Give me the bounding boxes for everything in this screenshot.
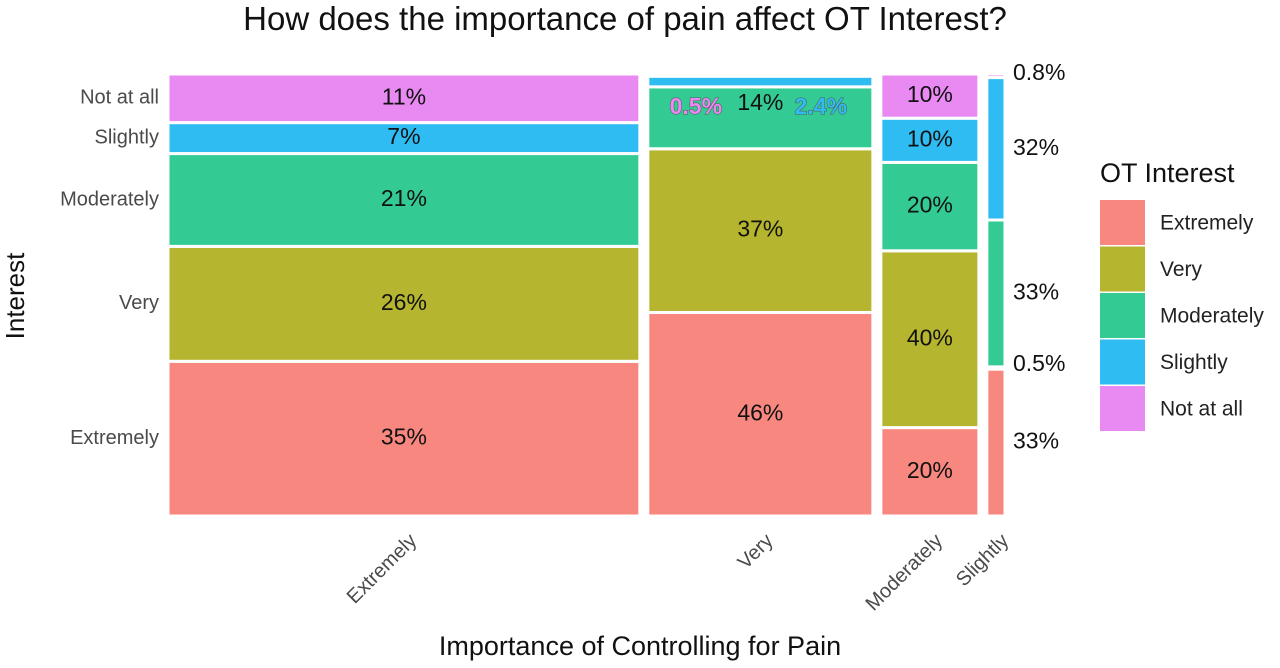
cell-labels: 35% 26% 21% 7% 11% 46% 37% 14% 0.5% 2.4% 20% 40% 20%… bbox=[381, 59, 1066, 483]
mosaic-cell-moderately-slightly bbox=[879, 116, 981, 164]
mosaic-cell-extremely-slightly bbox=[166, 121, 642, 156]
data-label: 7% bbox=[387, 123, 420, 149]
mosaic-cell-extremely-extremely bbox=[166, 359, 642, 518]
mosaic-column-very bbox=[646, 72, 875, 518]
legend: OT Interest Extremely Very Moderately Sligh… bbox=[1100, 158, 1264, 431]
y-tick-label-moderately: Moderately bbox=[60, 188, 159, 210]
mosaic-cell-moderately-extremely bbox=[879, 426, 981, 518]
data-label: 37% bbox=[737, 216, 783, 242]
data-label: 33% bbox=[1013, 428, 1059, 454]
mosaic-cell-moderately-not-at-all bbox=[879, 72, 981, 120]
x-tick-labels: Extremely Very Moderately Slightly bbox=[343, 530, 1013, 616]
mosaic-cell-extremely-very bbox=[166, 244, 642, 363]
data-label: 10% bbox=[907, 125, 953, 151]
mosaic-cell-moderately-moderately bbox=[879, 160, 981, 253]
legend-swatch-moderately bbox=[1100, 293, 1145, 338]
mosaic-column-extremely bbox=[166, 72, 642, 518]
mosaic-column-moderately bbox=[879, 72, 981, 518]
data-label: 10% bbox=[907, 81, 953, 107]
x-tick-label-moderately: Moderately bbox=[862, 530, 948, 616]
legend-label-very: Very bbox=[1160, 258, 1203, 281]
data-label: 20% bbox=[907, 192, 953, 218]
data-label: 21% bbox=[381, 185, 427, 211]
chart-title: How does the importance of pain affect O… bbox=[243, 0, 1007, 37]
legend-swatch-extremely bbox=[1100, 200, 1145, 245]
legend-swatch-slightly bbox=[1100, 339, 1145, 385]
legend-title: OT Interest bbox=[1100, 158, 1235, 188]
legend-label-not-at-all: Not at all bbox=[1160, 398, 1243, 421]
y-axis-label: Interest bbox=[0, 252, 30, 339]
data-label: 40% bbox=[907, 324, 953, 350]
mosaic-cell-slightly-extremely bbox=[985, 367, 1007, 518]
mosaic-cell-extremely-not-at-all bbox=[166, 72, 642, 125]
mosaic-cell-very-slightly bbox=[646, 74, 875, 89]
x-tick-label-extremely: Extremely bbox=[343, 530, 421, 608]
mosaic-cell-moderately-very bbox=[879, 249, 981, 430]
legend-swatch-very bbox=[1100, 246, 1145, 292]
data-label: 35% bbox=[381, 424, 427, 450]
x-tick-label-slightly: Slightly bbox=[952, 530, 1013, 591]
data-label: 20% bbox=[907, 457, 953, 483]
legend-label-moderately: Moderately bbox=[1160, 305, 1264, 328]
data-label: 33% bbox=[1013, 279, 1059, 305]
data-label: 0.5% bbox=[670, 93, 722, 119]
mosaic-cell-very-moderately bbox=[646, 85, 875, 151]
mosaic-cell-slightly-slightly bbox=[985, 76, 1007, 222]
mosaic-cell-slightly-not-at-all bbox=[985, 72, 1007, 80]
legend-label-extremely: Extremely bbox=[1160, 212, 1254, 235]
data-label: 2.4% bbox=[795, 93, 847, 119]
data-label: 0.5% bbox=[1013, 350, 1065, 376]
x-tick-label-very: Very bbox=[734, 530, 778, 574]
mosaic-cell-very-extremely bbox=[646, 310, 875, 518]
legend-swatch-not-at-all bbox=[1100, 386, 1145, 431]
data-label: 26% bbox=[381, 289, 427, 315]
y-tick-label-slightly: Slightly bbox=[95, 126, 159, 148]
plot-area: 35% 26% 21% 7% 11% 46% 37% 14% 0.5% 2.4% 20% 40% 20%… bbox=[166, 59, 1066, 518]
x-axis-label: Importance of Controlling for Pain bbox=[439, 631, 841, 661]
mosaic-column-slightly bbox=[985, 72, 1007, 518]
y-tick-labels: Not at all Slightly Moderately Very Extremel… bbox=[60, 87, 159, 449]
y-tick-label-very: Very bbox=[119, 292, 159, 314]
mosaic-cell-very-not-at-all bbox=[646, 72, 875, 78]
mosaic-cell-slightly-moderately bbox=[985, 218, 1007, 369]
y-tick-label-not-at-all: Not at all bbox=[80, 87, 159, 109]
data-label: 0.8% bbox=[1013, 59, 1065, 85]
legend-label-slightly: Slightly bbox=[1160, 351, 1228, 374]
data-label: 32% bbox=[1013, 134, 1059, 160]
y-tick-label-extremely: Extremely bbox=[70, 427, 159, 449]
data-label: 14% bbox=[737, 89, 783, 115]
mosaic-cell-very-very bbox=[646, 147, 875, 314]
data-label: 11% bbox=[382, 83, 426, 109]
data-label: 46% bbox=[737, 399, 783, 425]
